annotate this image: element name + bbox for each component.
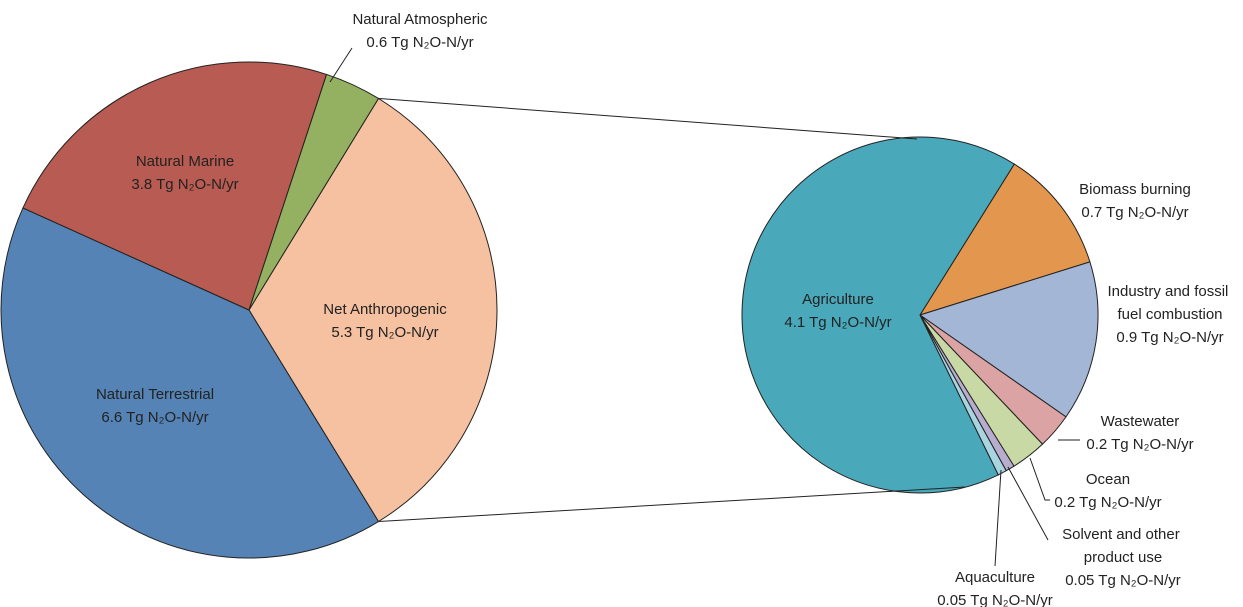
value-label: 0.2 Tg N₂O-N/yr (1086, 436, 1193, 453)
pie-slice (918, 163, 1091, 316)
leader-line (329, 47, 353, 83)
label-line: Natural Atmospheric (352, 11, 488, 28)
slice-label: Agriculture (802, 291, 874, 308)
label-line: Industry and fossil (1107, 283, 1232, 300)
slice-label: Industry and fossil fuel combustion (1107, 283, 1232, 323)
value-label: 5.3 Tg N₂O-N/yr (331, 324, 438, 341)
value-label: 0.2 Tg N₂O-N/yr (1054, 494, 1161, 511)
label-line: product use (1084, 549, 1162, 566)
label-line: fuel combustion (1117, 306, 1222, 323)
pie-slice (248, 97, 498, 523)
label-line: Agriculture (802, 291, 874, 308)
leader-line (1029, 457, 1050, 501)
value-label: 0.9 Tg N₂O-N/yr (1116, 329, 1223, 346)
connector-line (378, 97, 918, 140)
slice-label: Wastewater (1101, 413, 1180, 430)
slice-label: Net Anthropogenic (323, 301, 447, 318)
slice-label: Natural Marine (136, 153, 234, 170)
value-label: 0.7 Tg N₂O-N/yr (1081, 204, 1188, 221)
slice-label: Ocean (1086, 471, 1130, 488)
label-line: Aquaculture (955, 569, 1035, 586)
slice-label: Aquaculture (955, 569, 1035, 586)
label-line: Biomass burning (1079, 181, 1191, 198)
value-label: 0.05 Tg N₂O-N/yr (1065, 572, 1181, 589)
label-line: Wastewater (1101, 413, 1180, 430)
value-label: 0.6 Tg N₂O-N/yr (366, 34, 473, 51)
slice-label: Natural Atmospheric (352, 11, 488, 28)
pie-slice (0, 207, 380, 559)
pie-slice (918, 261, 1099, 418)
slice-label: Solvent and other product use (1062, 526, 1184, 566)
value-label: 0.05 Tg N₂O-N/yr (937, 592, 1053, 607)
value-label: 6.6 Tg N₂O-N/yr (101, 409, 208, 426)
label-line: Solvent and other (1062, 526, 1184, 543)
leader-line (1007, 466, 1049, 541)
slice-label: Biomass burning (1079, 181, 1191, 198)
connector-line (378, 486, 966, 523)
value-label: 3.8 Tg N₂O-N/yr (131, 176, 238, 193)
label-line: Natural Marine (136, 153, 234, 170)
value-label: 4.1 Tg N₂O-N/yr (784, 314, 891, 331)
slice-label: Natural Terrestrial (96, 386, 214, 403)
label-line: Natural Terrestrial (96, 386, 214, 403)
pie-slice (248, 73, 380, 311)
label-line: Ocean (1086, 471, 1130, 488)
leader-line (994, 469, 1002, 567)
pie-slice (22, 61, 328, 311)
label-line: Net Anthropogenic (323, 301, 447, 318)
